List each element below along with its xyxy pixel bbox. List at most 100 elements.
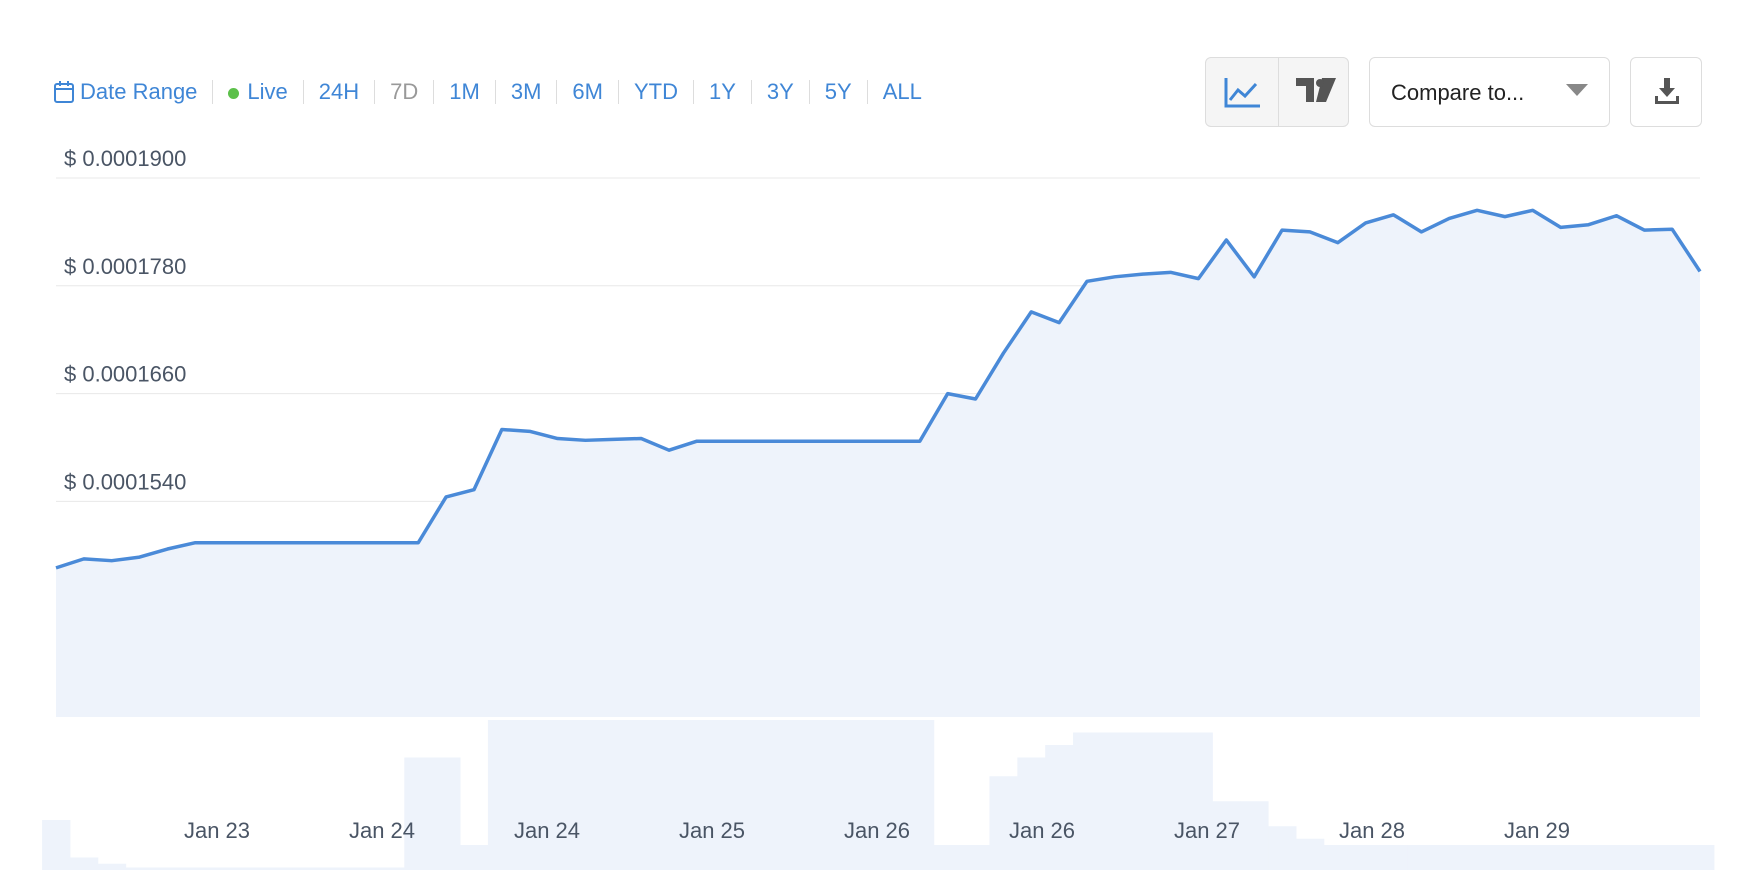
volume-bar bbox=[376, 867, 405, 870]
x-tick-label: Jan 24 bbox=[349, 818, 415, 843]
compare-dropdown[interactable]: Compare to... bbox=[1369, 57, 1610, 127]
volume-bar bbox=[627, 720, 656, 870]
date-range-button[interactable]: Date Range bbox=[80, 79, 198, 104]
volume-bar bbox=[292, 867, 322, 870]
volume-bar bbox=[822, 720, 851, 870]
volume-bar bbox=[1630, 845, 1659, 870]
volume-bar bbox=[933, 845, 963, 870]
range-button[interactable]: 1Y bbox=[692, 80, 751, 104]
volume-bar bbox=[1546, 845, 1576, 870]
volume-bar bbox=[1463, 845, 1492, 870]
volume-bar bbox=[1435, 845, 1464, 870]
volume-bar bbox=[1073, 732, 1102, 870]
price-line bbox=[55, 208, 1702, 570]
volume-bar bbox=[961, 845, 990, 870]
volume-bar bbox=[1602, 845, 1631, 870]
volume-bar bbox=[1268, 826, 1297, 870]
volume-bar bbox=[264, 867, 294, 870]
volume-bar bbox=[1212, 801, 1241, 870]
volume-bar bbox=[1407, 845, 1436, 870]
volume-bar bbox=[1156, 732, 1186, 870]
volume-bar bbox=[1323, 845, 1353, 870]
price-area bbox=[56, 210, 1700, 717]
x-tick-label: Jan 26 bbox=[1009, 818, 1075, 843]
range-button[interactable]: ALL bbox=[866, 80, 937, 104]
range-button[interactable]: 5Y bbox=[808, 80, 867, 104]
line-chart-button[interactable] bbox=[1224, 76, 1262, 108]
volume-bar bbox=[543, 720, 572, 870]
volume-bar bbox=[1686, 845, 1715, 870]
volume-bar bbox=[571, 720, 600, 870]
volume-bar bbox=[1351, 845, 1381, 870]
volume-bar bbox=[878, 720, 907, 870]
volume-bar bbox=[1295, 838, 1325, 870]
volume-bar bbox=[850, 720, 879, 870]
volume-bar bbox=[1240, 801, 1269, 870]
volume-bar bbox=[1491, 845, 1520, 870]
volume-bar bbox=[1658, 845, 1687, 870]
dropdown-arrow bbox=[1566, 84, 1588, 96]
volume-bar bbox=[1518, 845, 1548, 870]
volume-bar bbox=[153, 867, 182, 870]
volume-bar bbox=[1128, 732, 1158, 870]
range-button[interactable]: 6M bbox=[556, 80, 618, 104]
download-icon bbox=[1655, 78, 1679, 104]
range-button[interactable]: 7D bbox=[374, 80, 433, 104]
volume-bar bbox=[738, 720, 768, 870]
x-tick-label: Jan 23 bbox=[184, 818, 250, 843]
range-toolbar: Date Range Live 24H 7D 1M 3M 6M YTD 1Y 3Y 5Y ALL bbox=[54, 72, 937, 112]
live-label: Live bbox=[247, 79, 288, 104]
volume-bar bbox=[905, 720, 935, 870]
x-tick-label: Jan 26 bbox=[844, 818, 910, 843]
x-tick-label: Jan 25 bbox=[679, 818, 745, 843]
chart-type-toggle bbox=[1205, 57, 1349, 127]
range-button[interactable]: 24H bbox=[302, 80, 374, 104]
volume-bar bbox=[989, 776, 1018, 870]
volume-bar bbox=[515, 720, 545, 870]
volume-bar bbox=[1574, 845, 1603, 870]
range-button[interactable]: 1M bbox=[433, 80, 495, 104]
volume-bar bbox=[766, 720, 795, 870]
volume-bar bbox=[348, 867, 377, 870]
volume-bar bbox=[404, 757, 433, 870]
volume-bar bbox=[181, 867, 210, 870]
volume-bar bbox=[125, 867, 155, 870]
volume-bar bbox=[69, 857, 99, 870]
tradingview-button[interactable] bbox=[1296, 78, 1338, 104]
volume-bar bbox=[1017, 757, 1046, 870]
volume-bar bbox=[97, 863, 127, 870]
volume-bar bbox=[710, 720, 740, 870]
range-button[interactable]: 3M bbox=[494, 80, 557, 104]
volume-bar bbox=[655, 720, 684, 870]
calendar-icon bbox=[54, 81, 74, 103]
volume-bar bbox=[1045, 745, 1074, 870]
y-tick-label: $ 0.0001780 bbox=[64, 254, 186, 279]
y-tick-label: $ 0.0001900 bbox=[64, 146, 186, 171]
y-tick-label: $ 0.0001660 bbox=[64, 362, 186, 387]
volume-bar bbox=[460, 845, 489, 870]
live-button[interactable]: Live bbox=[212, 80, 302, 104]
volume-bar bbox=[794, 720, 823, 870]
x-tick-label: Jan 29 bbox=[1504, 818, 1570, 843]
volume-bar bbox=[1379, 845, 1408, 870]
y-tick-label: $ 0.0001540 bbox=[64, 469, 186, 494]
volume-bar bbox=[487, 720, 517, 870]
volume-bar bbox=[237, 867, 266, 870]
volume-bar bbox=[1184, 732, 1213, 870]
range-button[interactable]: 3Y bbox=[750, 80, 809, 104]
volume-bar bbox=[432, 757, 461, 870]
download-button[interactable] bbox=[1630, 57, 1702, 127]
x-tick-label: Jan 28 bbox=[1339, 818, 1405, 843]
volume-bar bbox=[320, 867, 350, 870]
volume-bar bbox=[599, 720, 628, 870]
x-tick-label: Jan 24 bbox=[514, 818, 580, 843]
volume-bar bbox=[1100, 732, 1130, 870]
compare-label: Compare to... bbox=[1391, 80, 1525, 105]
volume-bar bbox=[42, 820, 71, 870]
range-button[interactable]: YTD bbox=[617, 80, 693, 104]
volume-bar bbox=[682, 720, 712, 870]
x-tick-label: Jan 27 bbox=[1174, 818, 1240, 843]
volume-bar bbox=[209, 867, 238, 870]
